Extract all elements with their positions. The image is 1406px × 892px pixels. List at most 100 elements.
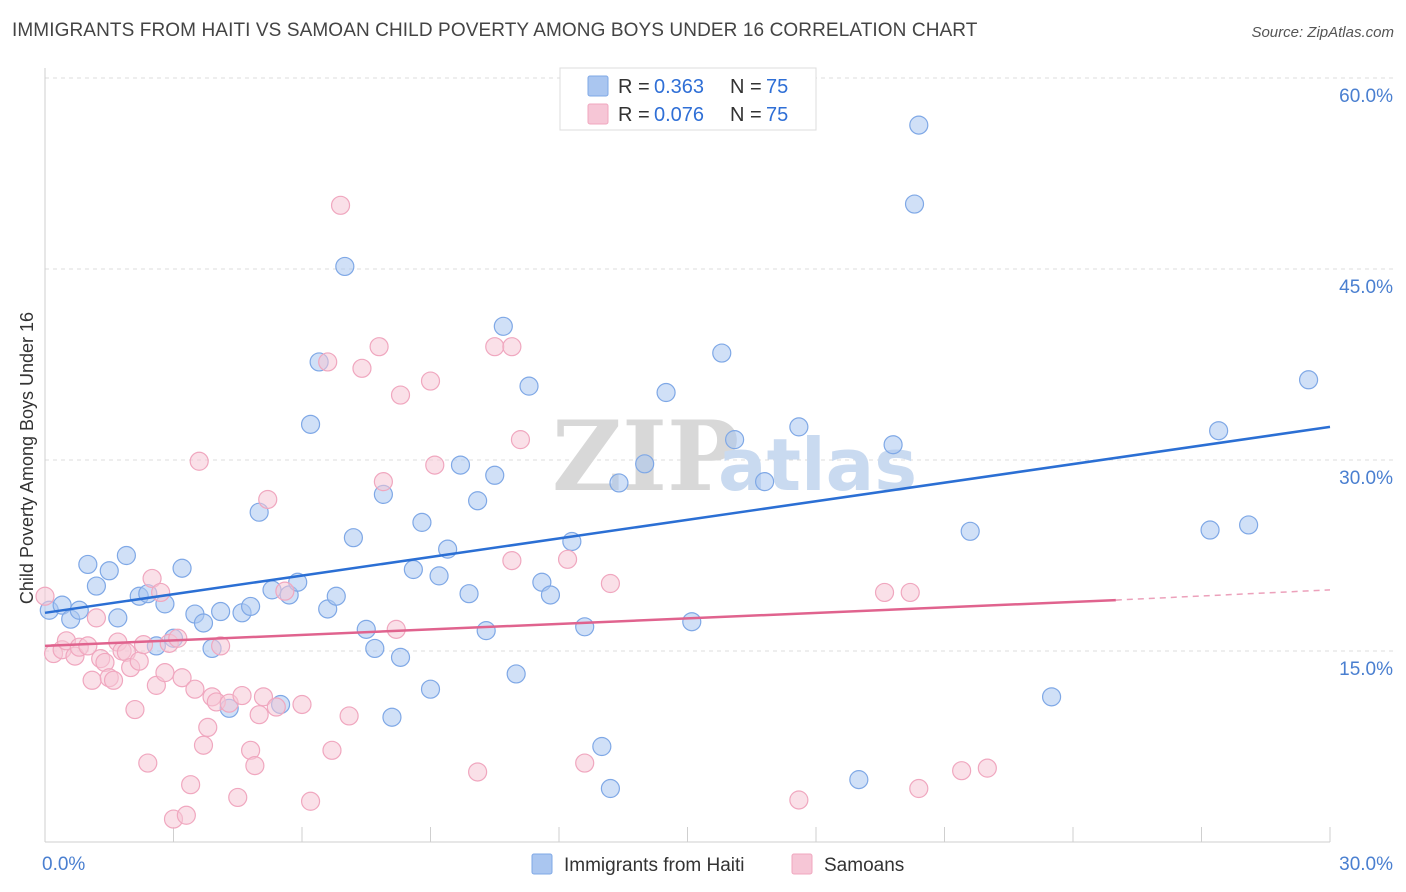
data-point bbox=[450, 455, 471, 475]
data-point bbox=[78, 636, 98, 656]
data-point bbox=[322, 740, 342, 760]
data-point bbox=[125, 699, 145, 720]
data-point bbox=[292, 694, 312, 715]
data-point bbox=[600, 573, 621, 594]
data-point bbox=[133, 635, 154, 655]
data-point bbox=[502, 550, 522, 571]
data-point bbox=[151, 582, 171, 603]
y-tick-label-2: 45.0% bbox=[1339, 277, 1393, 298]
y-tick-labels: 15.0% 30.0% 45.0% 60.0% bbox=[1339, 86, 1393, 680]
data-point bbox=[656, 382, 676, 403]
data-point bbox=[343, 528, 363, 548]
data-point bbox=[189, 451, 209, 471]
data-point bbox=[356, 619, 376, 639]
data-point bbox=[1041, 687, 1062, 707]
data-point bbox=[193, 735, 214, 755]
data-point bbox=[412, 512, 432, 532]
data-point bbox=[116, 545, 136, 566]
data-point bbox=[176, 805, 196, 825]
data-point bbox=[249, 705, 269, 725]
trend-line-1 bbox=[44, 598, 1116, 648]
data-point bbox=[635, 454, 655, 474]
legend-swatch-haiti bbox=[587, 75, 609, 97]
data-point bbox=[318, 352, 338, 372]
y-tick-label-0: 15.0% bbox=[1339, 659, 1393, 680]
data-point bbox=[185, 679, 205, 699]
data-point bbox=[420, 371, 441, 391]
data-point bbox=[403, 559, 423, 580]
data-point bbox=[211, 636, 231, 656]
data-point bbox=[1209, 421, 1229, 441]
data-point bbox=[232, 685, 252, 706]
data-point bbox=[86, 608, 107, 628]
trend-lines bbox=[44, 425, 1331, 648]
data-point bbox=[172, 668, 192, 688]
legend-r-value-haiti: 0.363 bbox=[654, 76, 704, 98]
data-point bbox=[468, 762, 488, 782]
chart-title: IMMIGRANTS FROM HAITI VS SAMOAN CHILD PO… bbox=[12, 20, 978, 41]
data-point bbox=[326, 586, 346, 606]
data-point bbox=[253, 687, 274, 707]
watermark: ZIP atlas bbox=[552, 400, 917, 513]
data-point bbox=[103, 670, 124, 690]
data-point bbox=[789, 790, 809, 810]
data-point bbox=[155, 663, 175, 683]
data-point bbox=[82, 670, 102, 690]
data-point bbox=[468, 491, 488, 511]
data-point bbox=[330, 195, 351, 215]
data-point bbox=[900, 582, 920, 603]
legend-n-label-haiti: N = bbox=[730, 76, 762, 98]
trend-line-0 bbox=[44, 425, 1331, 615]
data-point bbox=[266, 697, 286, 717]
data-point bbox=[575, 617, 595, 637]
data-point bbox=[390, 647, 411, 667]
data-point bbox=[540, 585, 561, 605]
data-point bbox=[849, 770, 869, 790]
x-tick-label-max: 30.0% bbox=[1339, 854, 1393, 875]
data-point bbox=[365, 638, 385, 659]
data-point bbox=[1239, 515, 1259, 535]
data-point bbox=[592, 736, 612, 757]
data-point bbox=[142, 568, 162, 589]
series-samoans-points bbox=[35, 195, 997, 829]
bottom-legend-label-samoans: Samoans bbox=[824, 855, 904, 876]
bottom-legend-swatch-samoans bbox=[791, 853, 813, 875]
data-point bbox=[198, 717, 218, 738]
data-point bbox=[459, 584, 479, 604]
data-point bbox=[369, 337, 389, 357]
watermark-atlas: atlas bbox=[718, 423, 917, 507]
data-point bbox=[600, 778, 621, 799]
data-point bbox=[138, 753, 158, 773]
data-point bbox=[193, 613, 214, 633]
data-point bbox=[485, 465, 505, 485]
data-point bbox=[510, 430, 531, 450]
data-point bbox=[35, 586, 55, 606]
data-point bbox=[241, 596, 261, 617]
data-point bbox=[429, 566, 449, 586]
data-point bbox=[275, 581, 295, 601]
data-point bbox=[754, 472, 775, 492]
data-point bbox=[575, 753, 595, 773]
data-point bbox=[335, 256, 355, 277]
data-point bbox=[1298, 370, 1319, 390]
data-point bbox=[390, 385, 411, 405]
data-point bbox=[909, 778, 929, 799]
data-point bbox=[86, 576, 107, 596]
data-point bbox=[502, 337, 522, 357]
gridlines bbox=[45, 77, 1393, 652]
data-point bbox=[168, 628, 188, 648]
y-tick-label-3: 60.0% bbox=[1339, 86, 1393, 107]
data-point bbox=[228, 787, 248, 808]
data-point bbox=[682, 612, 702, 632]
data-point bbox=[69, 600, 89, 620]
data-point bbox=[609, 473, 629, 493]
data-point bbox=[382, 707, 402, 727]
data-point bbox=[172, 558, 192, 578]
bottom-legend-swatch-haiti bbox=[531, 853, 553, 875]
data-point bbox=[425, 455, 445, 475]
legend-r-label-haiti: R = bbox=[618, 76, 650, 98]
data-point bbox=[712, 343, 732, 363]
data-point bbox=[373, 472, 393, 492]
data-point bbox=[339, 706, 359, 726]
